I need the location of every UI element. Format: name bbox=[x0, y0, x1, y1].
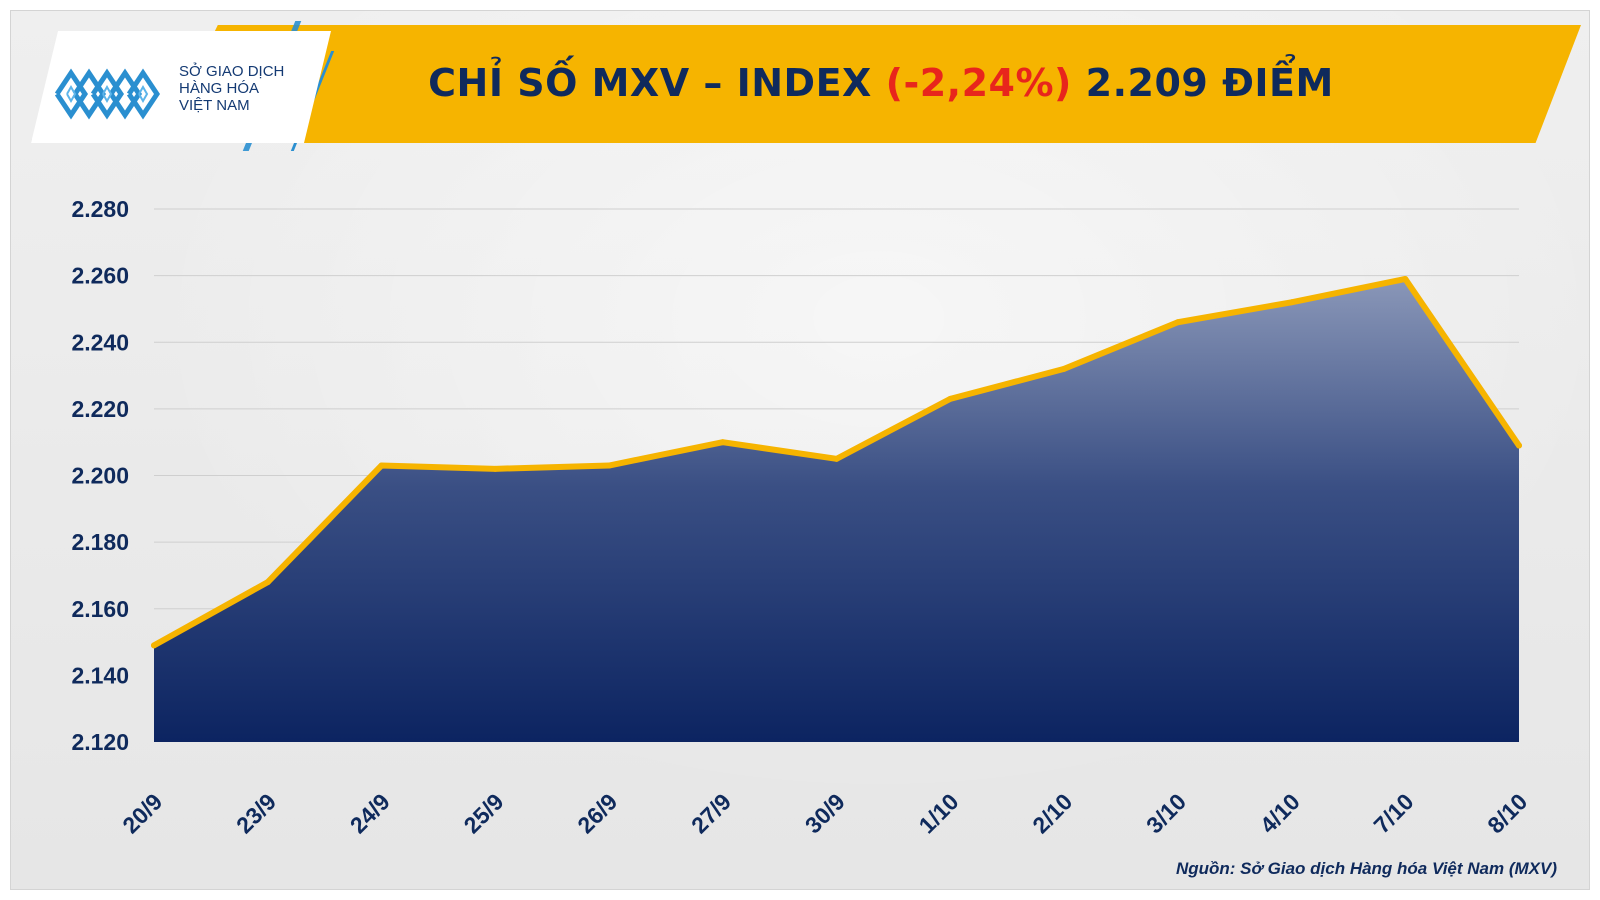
data-point bbox=[1288, 299, 1295, 306]
chart-frame: SỞ GIAO DỊCH HÀNG HÓA VIỆT NAM CHỈ SỐ MX… bbox=[10, 10, 1590, 890]
x-tick-label: 24/9 bbox=[345, 788, 395, 838]
data-point bbox=[833, 455, 840, 462]
logo-line-1: SỞ GIAO DỊCH bbox=[179, 63, 285, 80]
data-point bbox=[1516, 442, 1522, 449]
title-suffix: 2.209 ĐIỂM bbox=[1071, 61, 1334, 105]
x-tick-label: 26/9 bbox=[572, 788, 622, 838]
x-tick-label: 3/10 bbox=[1141, 788, 1191, 838]
data-point bbox=[1061, 365, 1067, 372]
data-point bbox=[151, 642, 157, 649]
y-tick-label: 2.240 bbox=[71, 329, 129, 355]
x-tick-label: 8/10 bbox=[1482, 788, 1532, 838]
y-tick-label: 2.200 bbox=[71, 463, 129, 489]
x-tick-label: 23/9 bbox=[231, 788, 281, 838]
y-tick-label: 2.120 bbox=[71, 729, 129, 755]
data-point bbox=[606, 462, 612, 469]
y-tick-label: 2.140 bbox=[71, 662, 129, 688]
x-tick-label: 27/9 bbox=[686, 788, 736, 838]
area-fill bbox=[154, 278, 1519, 742]
x-tick-label: 25/9 bbox=[459, 788, 509, 838]
x-tick-label: 2/10 bbox=[1027, 788, 1077, 838]
mxv-logo-icon bbox=[54, 68, 161, 120]
data-point bbox=[719, 439, 726, 446]
data-point bbox=[264, 579, 271, 586]
x-tick-label: 7/10 bbox=[1369, 788, 1419, 838]
source-note: Nguồn: Sở Giao dịch Hàng hóa Việt Nam (M… bbox=[1175, 859, 1557, 878]
data-point bbox=[1174, 319, 1181, 326]
chart-plot: 2.120 2.140 2.160 2.180 2.200 2.220 2.240 2.260… bbox=[71, 196, 1532, 838]
data-point bbox=[1402, 275, 1409, 282]
x-tick-label: 30/9 bbox=[800, 788, 850, 838]
data-point bbox=[947, 395, 954, 402]
title-prefix: CHỈ SỐ MXV – INDEX bbox=[428, 61, 886, 105]
y-tick-label: 2.220 bbox=[71, 396, 129, 422]
chart-title: CHỈ SỐ MXV – INDEX (-2,24%) 2.209 ĐIỂM bbox=[351, 61, 1411, 105]
logo-text: SỞ GIAO DỊCH HÀNG HÓA VIỆT NAM bbox=[179, 63, 284, 114]
y-tick-label: 2.280 bbox=[71, 196, 129, 222]
y-tick-label: 2.160 bbox=[71, 596, 129, 622]
x-tick-label: 1/10 bbox=[914, 788, 964, 838]
data-point bbox=[492, 465, 499, 472]
y-tick-label: 2.260 bbox=[71, 263, 129, 289]
data-point bbox=[378, 462, 385, 469]
y-tick-label: 2.180 bbox=[71, 529, 129, 555]
title-change: (-2,24%) bbox=[885, 61, 1072, 105]
logo-line-2: HÀNG HÓA bbox=[179, 80, 260, 97]
x-tick-label: 4/10 bbox=[1255, 788, 1305, 838]
title-banner bbox=[161, 25, 1581, 143]
logo-line-3: VIỆT NAM bbox=[179, 97, 250, 114]
x-tick-label: 20/9 bbox=[117, 788, 167, 838]
